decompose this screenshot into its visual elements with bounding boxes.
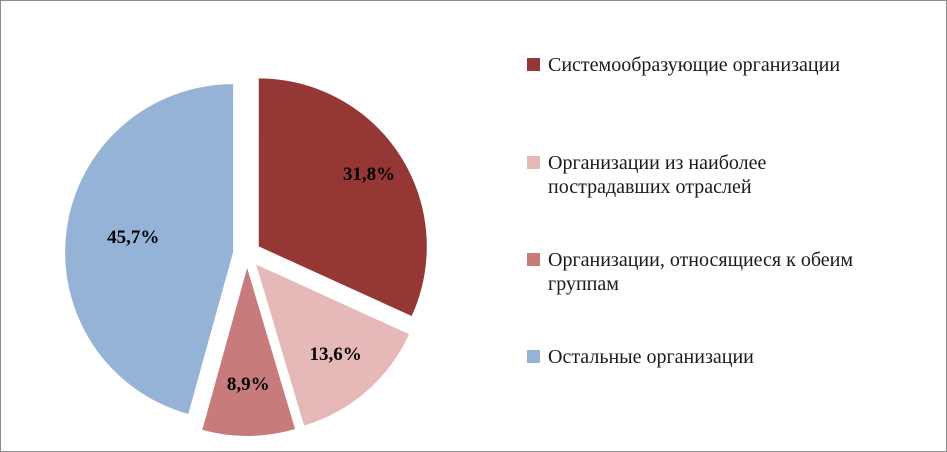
- legend-item-systemic: Системообразующие организации: [527, 53, 927, 77]
- pie-slice-both-groups: [202, 267, 296, 436]
- pie-slice-other: [65, 84, 234, 415]
- legend-item-affected-industries: Организации из наиболее пострадавших отр…: [527, 151, 927, 199]
- legend-swatch: [527, 350, 540, 363]
- data-label-systemic: 31,8%: [343, 164, 395, 185]
- legend-item-both-groups: Организации, относящиеся к обеим группам: [527, 248, 927, 296]
- pie-slice-affected-industries: [256, 264, 410, 426]
- legend-label-line: Организации, относящиеся к обеим: [548, 249, 853, 271]
- legend-label-line: пострадавших отраслей: [548, 176, 752, 198]
- pie-slice-systemic: [258, 78, 427, 317]
- legend-label: Организации из наиболее пострадавших отр…: [548, 151, 766, 199]
- pie-slices: [65, 78, 427, 436]
- legend-item-other: Остальные организации: [527, 345, 927, 369]
- data-label-other: 45,7%: [107, 227, 159, 248]
- legend-label-line: Организации из наиболее: [548, 152, 767, 174]
- legend-label-line: Остальные организации: [548, 346, 754, 368]
- legend-label-line: группам: [548, 273, 619, 295]
- pie-data-labels: 31,8% 13,6% 8,9% 45,7%: [107, 164, 395, 395]
- data-label-affected-industries: 13,6%: [309, 344, 361, 365]
- legend-swatch: [527, 156, 540, 169]
- legend-swatch: [527, 253, 540, 266]
- legend-label: Системообразующие организации: [548, 53, 840, 77]
- legend-label: Остальные организации: [548, 345, 754, 369]
- legend-swatch: [527, 58, 540, 71]
- data-label-both-groups: 8,9%: [227, 374, 270, 395]
- legend-label-line: Системообразующие организации: [548, 54, 841, 76]
- legend-label: Организации, относящиеся к обеим группам: [548, 248, 853, 296]
